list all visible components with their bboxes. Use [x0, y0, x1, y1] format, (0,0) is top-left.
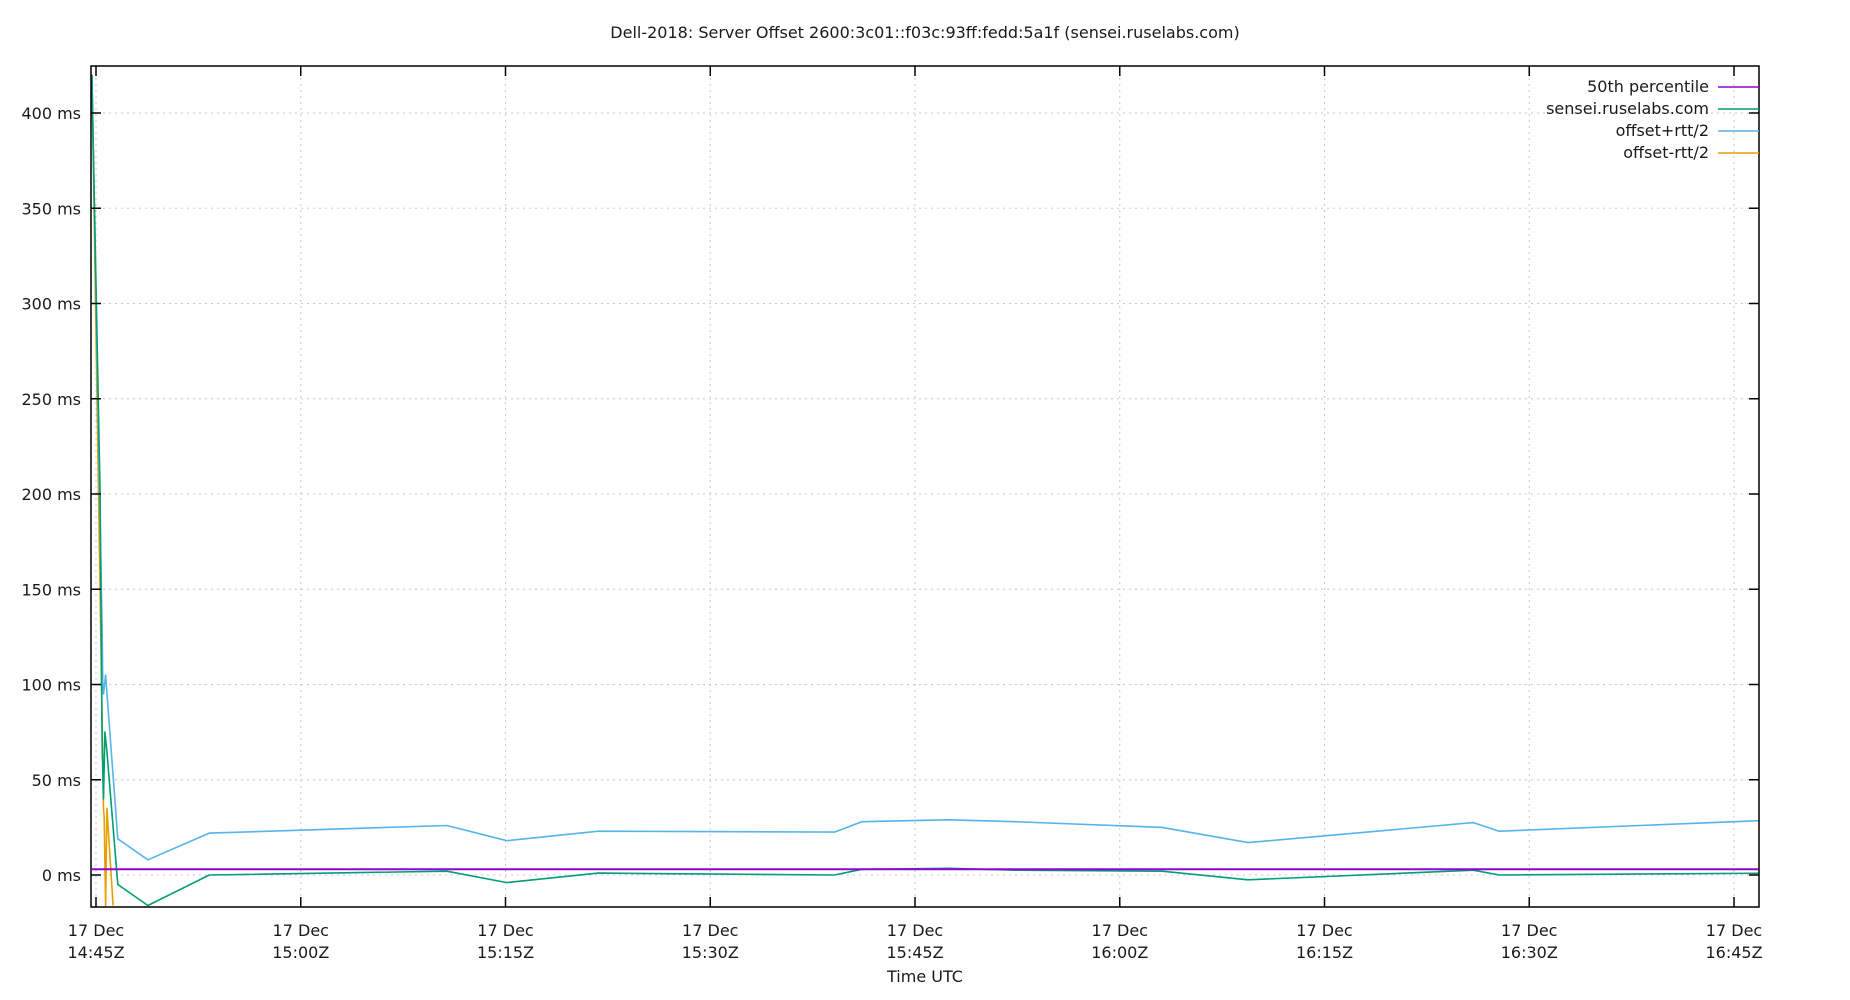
x-axis-label: Time UTC [887, 967, 963, 986]
chart-title: Dell-2018: Server Offset 2600:3c01::f03c… [610, 23, 1240, 42]
x-tick-time: 16:45Z [1705, 943, 1762, 962]
grid-lines [91, 66, 1759, 907]
x-tick-date: 17 Dec [273, 921, 329, 940]
y-axis: 0 ms 50 ms 100 ms 150 ms 200 ms 250 ms 300 ms 3… [21, 104, 1759, 885]
y-tick-label: 350 ms [21, 199, 81, 218]
y-tick-label: 200 ms [21, 485, 81, 504]
x-tick-date: 17 Dec [1092, 921, 1148, 940]
y-tick-label: 100 ms [21, 676, 81, 695]
legend: 50th percentile sensei.ruselabs.com offset… [1546, 77, 1759, 162]
x-tick-date: 17 Dec [887, 921, 943, 940]
y-tick-label: 300 ms [21, 295, 81, 314]
legend-label: offset+rtt/2 [1616, 121, 1709, 140]
legend-label: sensei.ruselabs.com [1546, 99, 1709, 118]
x-tick-date: 17 Dec [1501, 921, 1557, 940]
x-axis: 17 Dec 14:45Z 17 Dec 15:00Z 17 Dec 15:15Z 17 D… [67, 66, 1763, 962]
x-tick-time: 16:00Z [1091, 943, 1148, 962]
legend-label: offset-rtt/2 [1623, 143, 1709, 162]
x-tick-time: 14:45Z [67, 943, 124, 962]
x-tick-time: 15:00Z [272, 943, 329, 962]
x-tick-time: 15:45Z [886, 943, 943, 962]
x-tick-date: 17 Dec [477, 921, 533, 940]
x-tick-date: 17 Dec [1296, 921, 1352, 940]
legend-label: 50th percentile [1587, 77, 1709, 96]
x-tick-date: 17 Dec [1706, 921, 1762, 940]
x-tick-date: 17 Dec [68, 921, 124, 940]
x-tick-time: 16:15Z [1296, 943, 1353, 962]
y-tick-label: 400 ms [21, 104, 81, 123]
y-tick-label: 150 ms [21, 580, 81, 599]
series-line-offset-rtt-2 [91, 74, 1759, 861]
x-tick-date: 17 Dec [682, 921, 738, 940]
x-tick-time: 16:30Z [1501, 943, 1558, 962]
series-lines [91, 74, 1759, 907]
series-line-sensei-ruselabs-com [91, 74, 1759, 907]
y-tick-label: 250 ms [21, 390, 81, 409]
y-tick-label: 50 ms [32, 771, 81, 790]
plot-border [90, 65, 1760, 908]
x-tick-time: 15:30Z [682, 943, 739, 962]
y-tick-label: 0 ms [42, 866, 81, 885]
x-tick-time: 15:15Z [477, 943, 534, 962]
